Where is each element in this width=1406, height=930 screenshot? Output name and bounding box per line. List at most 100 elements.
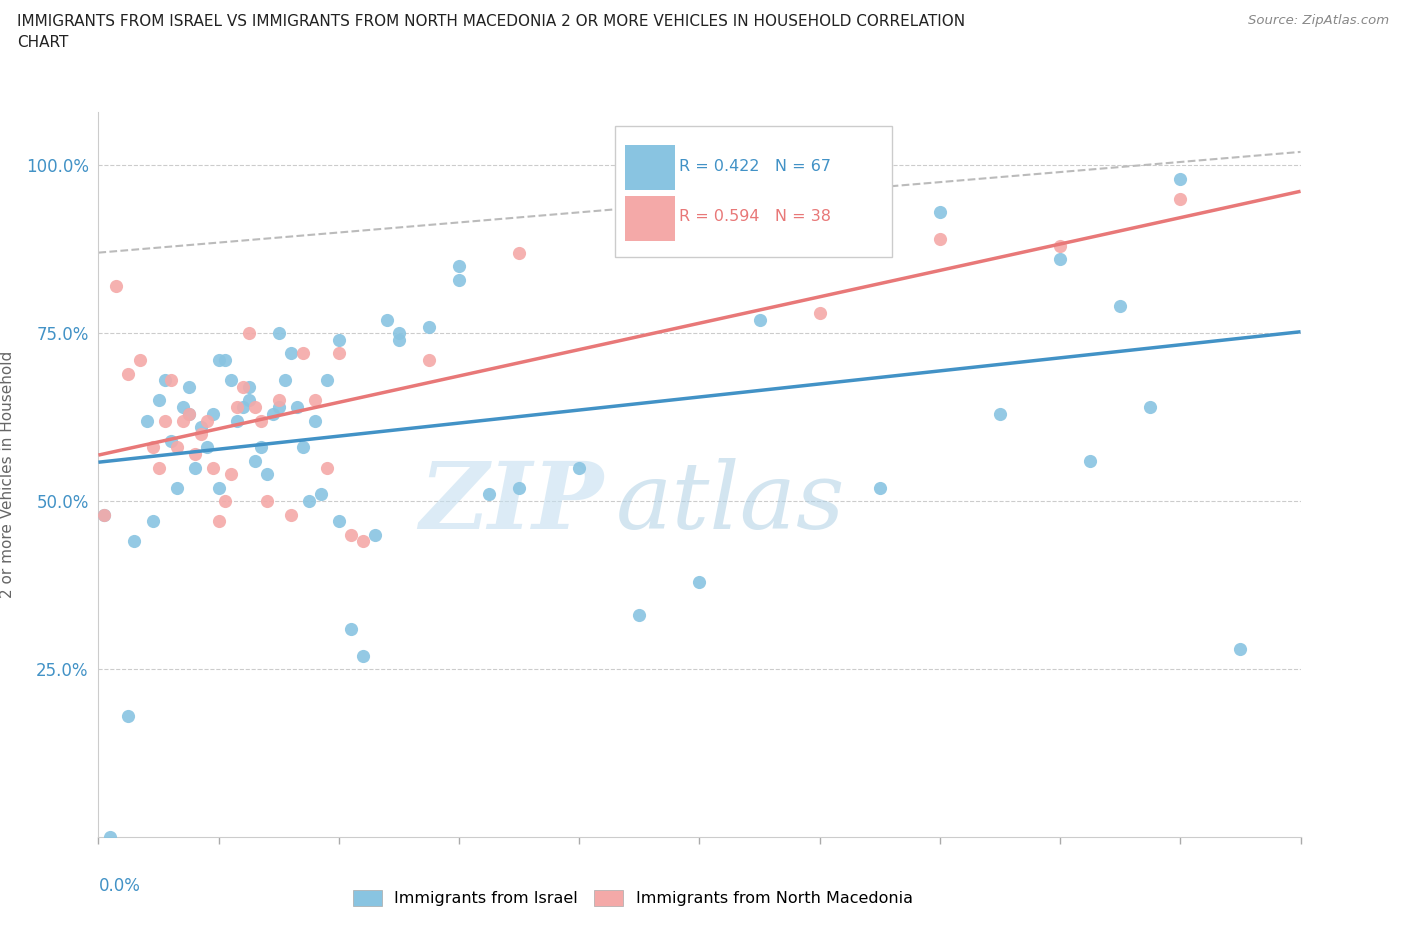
- Point: [304, 393, 326, 408]
- Point: [315, 373, 337, 388]
- Point: [93, 507, 115, 522]
- Point: [688, 575, 710, 590]
- Point: [808, 306, 831, 321]
- Point: [243, 454, 266, 469]
- Point: [129, 352, 152, 367]
- Point: [183, 460, 205, 475]
- Point: [352, 648, 374, 663]
- Point: [141, 514, 163, 529]
- Point: [808, 232, 831, 246]
- Point: [280, 346, 302, 361]
- Point: [177, 379, 200, 394]
- Point: [177, 406, 200, 421]
- Point: [124, 534, 146, 549]
- Point: [1049, 238, 1071, 253]
- Point: [274, 373, 297, 388]
- Point: [219, 373, 242, 388]
- Point: [208, 480, 231, 495]
- Text: IMMIGRANTS FROM ISRAEL VS IMMIGRANTS FROM NORTH MACEDONIA 2 OR MORE VEHICLES IN : IMMIGRANTS FROM ISRAEL VS IMMIGRANTS FRO…: [17, 14, 965, 29]
- Point: [388, 333, 411, 348]
- Point: [1139, 400, 1161, 415]
- Text: R = 0.422   N = 67: R = 0.422 N = 67: [679, 159, 831, 174]
- Point: [267, 400, 290, 415]
- Point: [1078, 454, 1101, 469]
- Point: [447, 272, 470, 287]
- Point: [340, 621, 363, 636]
- Point: [1170, 192, 1192, 206]
- Y-axis label: 2 or more Vehicles in Household: 2 or more Vehicles in Household: [0, 351, 14, 598]
- Point: [508, 246, 530, 260]
- Point: [225, 400, 247, 415]
- Point: [315, 460, 337, 475]
- Point: [249, 440, 271, 455]
- Point: [478, 487, 501, 502]
- Point: [243, 400, 266, 415]
- Point: [1170, 171, 1192, 186]
- Point: [166, 440, 188, 455]
- Text: CHART: CHART: [17, 35, 69, 50]
- Point: [262, 406, 284, 421]
- Point: [232, 379, 254, 394]
- Point: [93, 507, 115, 522]
- Point: [135, 413, 157, 428]
- Point: [153, 413, 176, 428]
- Point: [988, 406, 1011, 421]
- Point: [1229, 642, 1251, 657]
- Text: 0.0%: 0.0%: [98, 877, 141, 895]
- Point: [808, 158, 831, 173]
- Point: [748, 312, 770, 327]
- Text: R = 0.594   N = 38: R = 0.594 N = 38: [679, 209, 831, 224]
- Point: [418, 352, 440, 367]
- Point: [929, 232, 952, 246]
- Point: [418, 319, 440, 334]
- Point: [232, 400, 254, 415]
- Point: [280, 507, 302, 522]
- Point: [568, 460, 591, 475]
- Point: [219, 467, 242, 482]
- Point: [285, 400, 308, 415]
- Point: [508, 480, 530, 495]
- Point: [340, 527, 363, 542]
- Point: [256, 467, 278, 482]
- Text: ZIP: ZIP: [419, 458, 603, 549]
- Point: [159, 373, 181, 388]
- Point: [249, 413, 271, 428]
- Point: [267, 393, 290, 408]
- Point: [153, 373, 176, 388]
- Point: [291, 440, 314, 455]
- Point: [177, 406, 200, 421]
- Point: [1109, 299, 1132, 313]
- Point: [375, 312, 398, 327]
- Point: [238, 379, 260, 394]
- Point: [328, 346, 350, 361]
- Point: [304, 413, 326, 428]
- Point: [195, 413, 218, 428]
- Point: [869, 480, 891, 495]
- Point: [201, 460, 224, 475]
- Point: [141, 440, 163, 455]
- Point: [183, 446, 205, 461]
- Point: [190, 419, 212, 434]
- FancyBboxPatch shape: [616, 126, 891, 257]
- Point: [159, 433, 181, 448]
- Point: [238, 326, 260, 340]
- Point: [1049, 252, 1071, 267]
- Point: [148, 460, 170, 475]
- Point: [328, 333, 350, 348]
- Point: [190, 427, 212, 442]
- Point: [117, 366, 139, 381]
- Point: [364, 527, 387, 542]
- Point: [172, 400, 194, 415]
- Text: Source: ZipAtlas.com: Source: ZipAtlas.com: [1249, 14, 1389, 27]
- Point: [628, 608, 651, 623]
- Point: [117, 709, 139, 724]
- Point: [298, 494, 321, 509]
- Point: [225, 413, 247, 428]
- Point: [388, 326, 411, 340]
- Point: [214, 352, 236, 367]
- Point: [148, 393, 170, 408]
- Point: [267, 326, 290, 340]
- Point: [166, 480, 188, 495]
- Point: [447, 259, 470, 273]
- Text: atlas: atlas: [616, 458, 845, 549]
